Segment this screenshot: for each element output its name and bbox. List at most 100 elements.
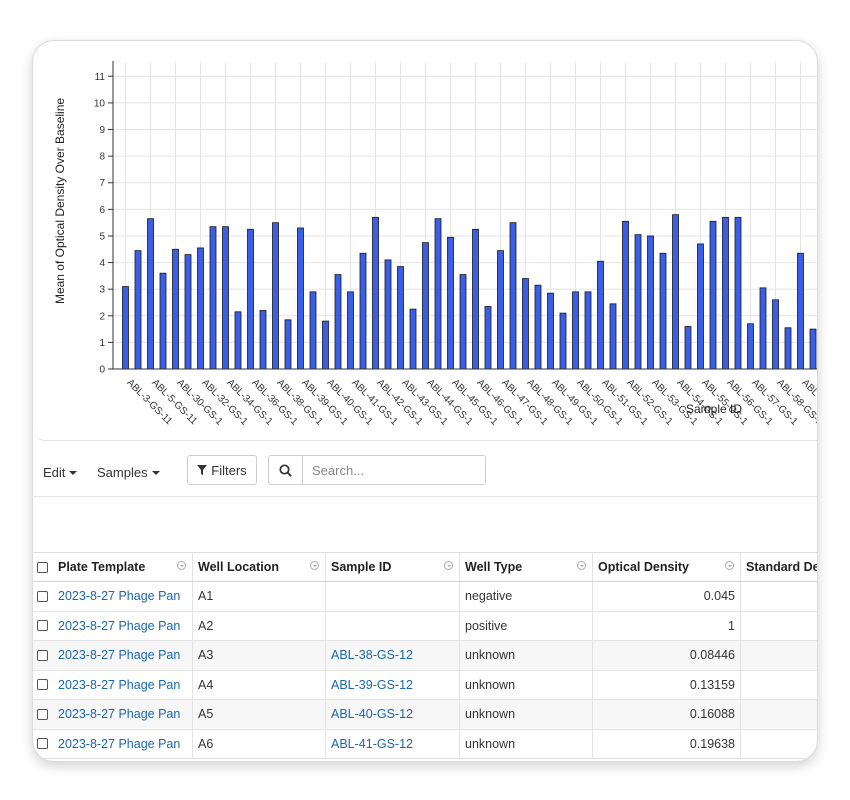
plate-template-cell: 2023-8-27 Phage Pan [53,641,193,670]
well-type-cell: unknown [460,670,593,699]
bar [472,228,479,370]
optical-density-cell: 0.045 [593,582,741,611]
search-icon-button[interactable] [269,456,303,484]
well-location-cell: A5 [193,700,326,729]
table-row[interactable]: 2023-8-27 Phage Pan A4 ABL-39-GS-12 unknown… [33,670,817,700]
bar [584,291,592,370]
y-tick-label: 5 [99,231,105,242]
row-checkbox[interactable] [37,649,48,661]
plate-template-cell: 2023-8-27 Phage Pan [53,611,193,640]
bar [534,284,542,370]
bar [659,252,667,370]
table-row[interactable]: 2023-8-27 Phage Pan A2 positive 1 [33,611,817,641]
plate-template-cell: 2023-8-27 Phage Pan [53,670,193,699]
sort-icon[interactable] [444,561,453,570]
bar [159,272,167,370]
y-tick-label: 1 [99,338,105,349]
plate-template-cell: 2023-8-27 Phage Pan [53,582,193,611]
standard-dev-cell [741,612,817,641]
sample-id-link[interactable]: ABL-40-GS-12 [331,707,413,722]
plate-template-link[interactable]: 2023-8-27 Phage Pan [58,736,181,751]
bar [759,287,767,370]
column-header-label: Well Location [198,560,280,574]
sample-id-link[interactable]: ABL-41-GS-12 [331,736,413,751]
well-location-cell: A6 [193,729,326,758]
sort-icon[interactable] [177,561,186,570]
bar [184,254,192,370]
bar [497,250,504,370]
chevron-down-icon [151,470,160,475]
well-location-cell: A2 [193,611,326,640]
well-type-cell: negative [460,582,593,611]
well-type-cell: unknown [460,641,593,670]
y-tick-label: 9 [99,125,105,136]
bar [284,319,292,370]
column-header-well-type[interactable]: Well Type [460,553,593,581]
table-row[interactable]: 2023-8-27 Phage Pan A1 negative 0.045 [33,582,817,612]
y-tick-label: 3 [99,285,105,296]
plate-template-link[interactable]: 2023-8-27 Phage Pan [58,677,181,692]
bar [322,320,329,370]
bar [422,242,429,370]
bar [747,323,754,370]
column-header-well-location[interactable]: Well Location [193,553,326,581]
bar [272,222,279,370]
row-checkbox[interactable] [37,620,48,632]
row-checkbox[interactable] [37,708,48,720]
sample-id-cell [326,582,460,611]
bar [384,259,392,370]
sort-icon[interactable] [725,561,734,570]
bar [509,222,517,370]
edit-menu-label: Edit [43,464,66,480]
table-row[interactable]: 2023-8-27 Phage Pan A3 ABL-38-GS-12 unknown… [33,641,817,671]
y-tick-label: 4 [99,258,105,269]
column-header-plate-template[interactable]: Plate Template [53,553,193,581]
plate-template-link[interactable]: 2023-8-27 Phage Pan [58,648,181,663]
bar [247,228,254,370]
table-row[interactable]: 2023-8-27 Phage Pan A5 ABL-40-GS-12 unknown… [33,700,817,730]
table-row[interactable]: 2023-8-27 Phage Pan A6 ABL-41-GS-12 unknown… [33,729,817,759]
search-input[interactable] [303,456,485,484]
column-header-optical-density[interactable]: Optical Density [593,553,741,581]
search-icon [279,463,292,477]
bar [122,286,129,370]
sample-id-link[interactable]: ABL-39-GS-12 [331,677,413,692]
bar [209,226,217,370]
bar [559,312,567,370]
app-card: 0 1 2 3 4 5 6 7 8 9 10 11 ABL-3-GS-11 ABL-5-GS-11 ABL-… [32,40,818,762]
bar [259,310,267,370]
bar [147,218,154,370]
select-all-checkbox[interactable] [37,561,48,573]
bar [222,226,229,370]
plate-template-link[interactable]: 2023-8-27 Phage Pan [58,618,181,633]
sample-id-cell: ABL-39-GS-12 [326,670,460,699]
bar [522,278,529,370]
filters-button[interactable]: Filters [187,455,257,485]
bar [397,266,404,370]
bar [434,218,442,370]
optical-density-cell: 0.19638 [593,729,741,758]
row-checkbox[interactable] [37,738,48,750]
row-checkbox[interactable] [37,590,48,602]
row-select-cell [33,641,53,670]
row-select-cell [33,671,53,700]
standard-dev-cell [741,671,817,700]
samples-menu-button[interactable]: Samples [97,461,160,483]
plate-template-cell: 2023-8-27 Phage Pan [53,729,193,758]
sort-icon[interactable] [577,561,586,570]
standard-dev-cell [741,700,817,729]
chevron-down-icon [69,470,78,475]
sample-id-link[interactable]: ABL-38-GS-12 [331,648,413,663]
column-header-standard-dev[interactable]: Standard Dev [741,553,817,581]
row-checkbox[interactable] [37,679,48,691]
plate-template-link[interactable]: 2023-8-27 Phage Pan [58,589,181,604]
edit-menu-button[interactable]: Edit [43,461,78,483]
y-tick-label: 8 [99,152,105,163]
bar [634,234,642,370]
plate-template-link[interactable]: 2023-8-27 Phage Pan [58,707,181,722]
bar [197,247,204,370]
sort-icon[interactable] [310,561,319,570]
column-header-sample-id[interactable]: Sample ID [326,553,460,581]
bar [459,274,467,370]
column-header-label: Sample ID [331,560,392,574]
